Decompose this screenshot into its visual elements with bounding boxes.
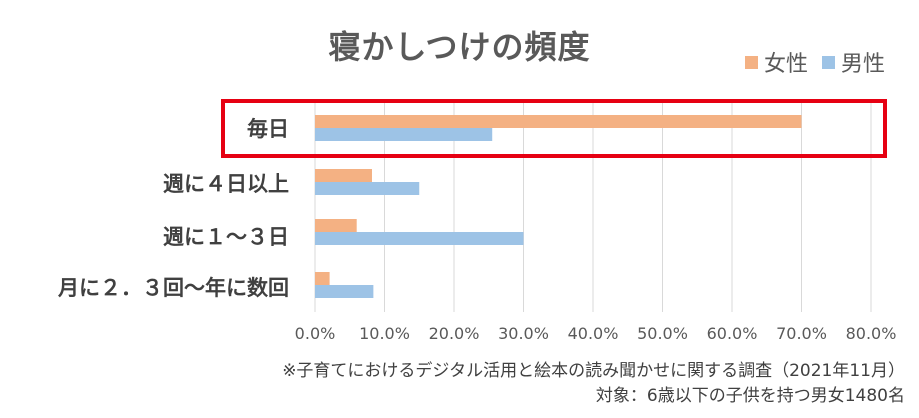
x-tick-label-8: 80.0% (845, 324, 897, 343)
bar-female-1 (315, 169, 372, 182)
chart-legend: 女性 男性 (744, 46, 885, 78)
x-tick-label-3: 30.0% (498, 324, 549, 343)
legend-item-female: 女性 (744, 46, 808, 78)
x-tick-label-5: 50.0% (637, 324, 688, 343)
category-label-daily: 毎日 (247, 117, 289, 141)
legend-label-female: 女性 (763, 52, 808, 77)
legend-item-male: 男性 (821, 46, 885, 78)
legend-label-male: 男性 (840, 52, 885, 77)
subjects-note: 対象：6歳以下の子供を持つ男女1480名 (595, 386, 905, 406)
legend-swatch-female (744, 55, 758, 69)
chart-title: 寝かしつけの頻度 (328, 28, 591, 66)
highlight-box-daily (221, 99, 887, 158)
category-label-1to3-per-week: 週に１～３日 (163, 225, 289, 249)
category-label-4plus-per-week: 週に４日以上 (163, 172, 289, 196)
x-tick-label-2: 20.0% (428, 324, 480, 343)
bar-male-2 (315, 232, 524, 245)
bar-male-1 (315, 182, 420, 195)
bar-male-0 (315, 128, 493, 141)
bar-female-3 (315, 272, 330, 285)
category-label-monthly-yearly: 月に２．３回～年に数回 (58, 276, 289, 300)
x-tick-label-0: 0.0% (294, 324, 336, 343)
survey-note: ※子育てにおけるデジタル活用と絵本の読み聞かせに関する調査（2021年11月） (282, 361, 905, 381)
x-tick-label-7: 70.0% (776, 324, 827, 343)
x-tick-label-6: 60.0% (706, 324, 758, 343)
bar-female-0 (315, 115, 802, 128)
x-tick-label-4: 40.0% (567, 324, 619, 343)
legend-swatch-male (821, 55, 835, 69)
bar-female-2 (315, 219, 357, 232)
x-tick-label-1: 10.0% (359, 324, 410, 343)
bar-male-3 (315, 285, 374, 298)
